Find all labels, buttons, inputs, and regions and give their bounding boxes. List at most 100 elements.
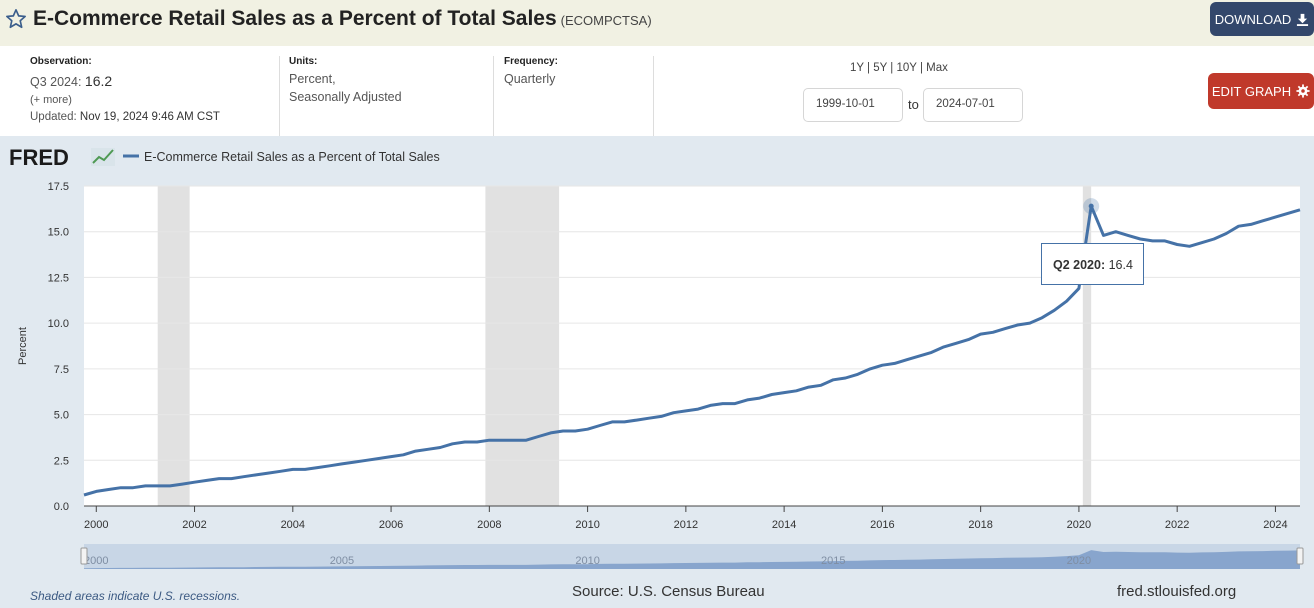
tooltip-value: 16.4 bbox=[1108, 258, 1133, 272]
data-point bbox=[1163, 239, 1166, 242]
x-tick-label: 2024 bbox=[1263, 519, 1287, 531]
range-10y[interactable]: 10Y bbox=[896, 62, 917, 74]
start-date-input[interactable]: 1999-10-01 bbox=[803, 88, 903, 122]
data-point bbox=[881, 364, 884, 367]
data-point bbox=[869, 367, 872, 370]
navigator-label: 2020 bbox=[1067, 555, 1091, 567]
x-tick-label: 2022 bbox=[1165, 519, 1189, 531]
data-point bbox=[1274, 215, 1277, 218]
data-point bbox=[893, 362, 896, 365]
fred-url[interactable]: fred.stlouisfed.org bbox=[1117, 583, 1237, 600]
observation: Q3 2024: 16.2 bbox=[30, 72, 112, 91]
data-point bbox=[1151, 239, 1154, 242]
x-tick-label: 2002 bbox=[182, 519, 206, 531]
x-tick-label: 2004 bbox=[281, 519, 305, 531]
data-point bbox=[365, 459, 368, 462]
y-tick-label: 15.0 bbox=[48, 227, 69, 239]
range-max[interactable]: Max bbox=[926, 62, 948, 74]
series-code: (ECOMPCTSA) bbox=[560, 13, 652, 28]
recession-bands bbox=[157, 186, 1092, 506]
x-tick-label: 2008 bbox=[477, 519, 501, 531]
download-label: DOWNLOAD bbox=[1214, 11, 1292, 27]
more-link[interactable]: (+ more) bbox=[30, 94, 72, 106]
fred-logo: FRED bbox=[9, 145, 69, 170]
download-icon bbox=[1297, 13, 1309, 26]
data-point bbox=[303, 468, 306, 471]
chart[interactable]: FRED E-Commerce Retail Sales as a Percen… bbox=[0, 136, 1314, 608]
updated: Updated: Nov 19, 2024 9:46 AM CST bbox=[30, 108, 220, 126]
data-point bbox=[758, 397, 761, 400]
divider bbox=[653, 56, 654, 136]
data-point bbox=[1004, 327, 1007, 330]
data-point bbox=[340, 462, 343, 465]
data-point bbox=[684, 409, 687, 412]
data-point bbox=[1249, 223, 1252, 226]
x-tick-label: 2016 bbox=[870, 519, 894, 531]
star-icon[interactable] bbox=[5, 8, 27, 30]
recession-note: Shaded areas indicate U.S. recessions. bbox=[30, 589, 241, 603]
data-point bbox=[746, 398, 749, 401]
legend-label: E-Commerce Retail Sales as a Percent of … bbox=[144, 150, 440, 164]
data-point bbox=[144, 484, 147, 487]
end-date-input[interactable]: 2024-07-01 bbox=[923, 88, 1023, 122]
data-point bbox=[1065, 300, 1068, 303]
navigator-label: 2000 bbox=[84, 555, 108, 567]
data-point bbox=[242, 475, 245, 478]
data-point bbox=[611, 420, 614, 423]
data-point bbox=[623, 420, 626, 423]
data-point bbox=[647, 417, 650, 420]
data-point bbox=[770, 393, 773, 396]
observation-label: Observation: bbox=[30, 56, 92, 67]
x-tick-label: 2020 bbox=[1067, 519, 1091, 531]
data-point bbox=[205, 479, 208, 482]
logo-chart-icon bbox=[91, 148, 115, 166]
edit-graph-button[interactable]: EDIT GRAPH bbox=[1208, 73, 1314, 109]
data-point bbox=[193, 481, 196, 484]
data-point bbox=[1028, 322, 1031, 325]
navigator-right-handle[interactable] bbox=[1296, 547, 1304, 565]
y-tick-label: 5.0 bbox=[54, 410, 69, 422]
data-point bbox=[389, 455, 392, 458]
data-point bbox=[979, 333, 982, 336]
data-point bbox=[1176, 243, 1179, 246]
navigator-label: 2015 bbox=[821, 555, 845, 567]
navigator-left-handle[interactable] bbox=[80, 547, 88, 565]
gear-icon bbox=[1296, 84, 1310, 98]
data-point bbox=[1139, 237, 1142, 240]
series-title: E-Commerce Retail Sales as a Percent of … bbox=[33, 7, 557, 30]
range-selector: 1Y | 5Y | 10Y | Max bbox=[850, 62, 948, 74]
data-point bbox=[598, 424, 601, 427]
y-tick-label: 2.5 bbox=[54, 455, 69, 467]
page-title: E-Commerce Retail Sales as a Percent of … bbox=[33, 7, 652, 31]
data-point bbox=[181, 482, 184, 485]
range-5y[interactable]: 5Y bbox=[873, 62, 888, 74]
navigator-label: 2010 bbox=[575, 555, 599, 567]
navigator-area bbox=[84, 550, 1300, 569]
recession-band bbox=[157, 186, 190, 506]
data-point bbox=[107, 488, 110, 491]
data-point bbox=[463, 440, 466, 443]
data-point bbox=[218, 477, 221, 480]
data-point bbox=[1077, 287, 1080, 290]
data-point bbox=[230, 477, 233, 480]
y-axis-label: Percent bbox=[17, 327, 29, 365]
data-point bbox=[709, 404, 712, 407]
x-tick-label: 2012 bbox=[674, 519, 698, 531]
data-point bbox=[1016, 323, 1019, 326]
data-point bbox=[561, 429, 564, 432]
data-point bbox=[660, 415, 663, 418]
data-point bbox=[451, 442, 454, 445]
data-point bbox=[795, 389, 798, 392]
range-1y[interactable]: 1Y bbox=[850, 62, 864, 74]
data-point bbox=[525, 439, 528, 442]
data-point bbox=[488, 439, 491, 442]
data-point bbox=[733, 402, 736, 405]
data-point bbox=[844, 376, 847, 379]
data-point bbox=[402, 453, 405, 456]
data-point bbox=[377, 457, 380, 460]
divider bbox=[279, 56, 280, 136]
source-text: Source: U.S. Census Bureau bbox=[572, 583, 765, 600]
navigator-label: 2005 bbox=[330, 555, 354, 567]
download-button[interactable]: DOWNLOAD bbox=[1210, 2, 1314, 36]
data-point bbox=[132, 486, 135, 489]
